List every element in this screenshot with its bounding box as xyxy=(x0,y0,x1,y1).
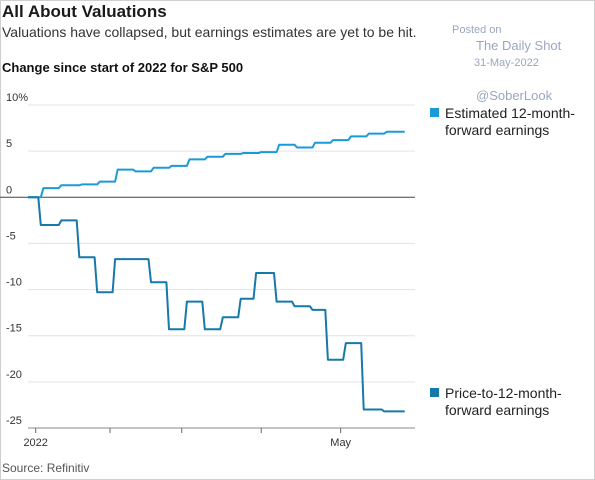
y-tick-label: 5 xyxy=(6,138,12,150)
y-tick-label: -20 xyxy=(6,369,22,381)
x-tick-label: 2022 xyxy=(23,437,47,449)
chart-label: Change since start of 2022 for S&P 500 xyxy=(2,60,244,75)
series-line-2 xyxy=(28,196,405,413)
x-axis: 2022 May xyxy=(0,196,415,449)
source-note: Source: Refinitiv xyxy=(2,461,90,475)
series-line-1 xyxy=(28,130,405,199)
y-tick-label: 0 xyxy=(6,184,12,196)
series-lines xyxy=(28,130,405,413)
legend-label-1: Estimated 12-month-forward earnings xyxy=(445,105,575,138)
y-tick-label: -10 xyxy=(6,277,22,289)
legend-swatch-2 xyxy=(430,388,439,397)
legend-label-2: Price-to-12-month-forward earnings xyxy=(445,385,562,418)
gridlines xyxy=(28,104,415,429)
y-axis-ticks: 10% 5 0 -5 -10 -15 -20 -25 xyxy=(6,92,28,427)
watermark-handle: @SoberLook xyxy=(476,88,553,103)
legend: Estimated 12-month-forward earnings Price… xyxy=(430,105,575,418)
x-tick-label: May xyxy=(330,437,351,449)
y-tick-label: -25 xyxy=(6,415,22,427)
legend-swatch-1 xyxy=(430,108,439,117)
page-subtitle: Valuations have collapsed, but earnings … xyxy=(2,24,417,40)
y-tick-label: -15 xyxy=(6,323,22,335)
y-tick-label: 10% xyxy=(6,92,28,104)
watermark-site: The Daily Shot xyxy=(476,38,562,53)
watermark-date: 31-May-2022 xyxy=(474,57,539,69)
page-title: All About Valuations xyxy=(2,2,167,21)
watermark-posted: Posted on xyxy=(452,24,502,36)
y-tick-label: -5 xyxy=(6,230,16,242)
